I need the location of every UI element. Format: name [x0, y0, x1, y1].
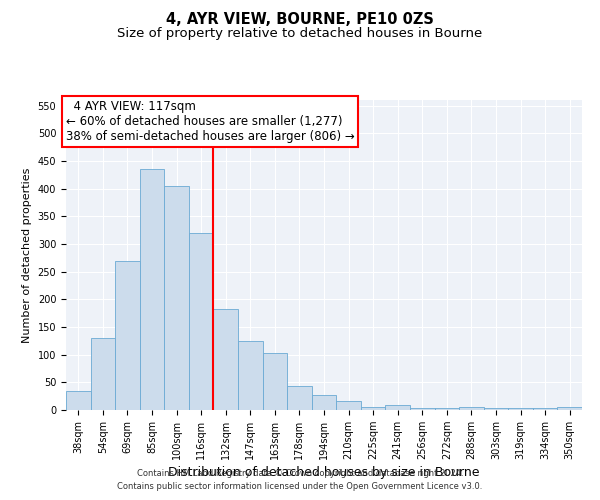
- Bar: [214, 308, 238, 410]
- Bar: [557, 407, 582, 410]
- Bar: [312, 394, 336, 410]
- Bar: [484, 408, 508, 410]
- Bar: [361, 406, 385, 410]
- X-axis label: Distribution of detached houses by size in Bourne: Distribution of detached houses by size …: [168, 466, 480, 479]
- Bar: [385, 405, 410, 410]
- Text: Contains HM Land Registry data © Crown copyright and database right 2024.: Contains HM Land Registry data © Crown c…: [137, 468, 463, 477]
- Text: 4, AYR VIEW, BOURNE, PE10 0ZS: 4, AYR VIEW, BOURNE, PE10 0ZS: [166, 12, 434, 28]
- Bar: [115, 260, 140, 410]
- Text: Contains public sector information licensed under the Open Government Licence v3: Contains public sector information licen…: [118, 482, 482, 491]
- Bar: [189, 233, 214, 410]
- Bar: [336, 400, 361, 410]
- Bar: [66, 390, 91, 410]
- Bar: [410, 408, 434, 410]
- Text: Size of property relative to detached houses in Bourne: Size of property relative to detached ho…: [118, 28, 482, 40]
- Y-axis label: Number of detached properties: Number of detached properties: [22, 168, 32, 342]
- Bar: [164, 186, 189, 410]
- Bar: [508, 408, 533, 410]
- Text: 4 AYR VIEW: 117sqm  
← 60% of detached houses are smaller (1,277)
38% of semi-de: 4 AYR VIEW: 117sqm ← 60% of detached hou…: [66, 100, 355, 143]
- Bar: [263, 353, 287, 410]
- Bar: [287, 386, 312, 410]
- Bar: [459, 407, 484, 410]
- Bar: [140, 169, 164, 410]
- Bar: [434, 408, 459, 410]
- Bar: [91, 338, 115, 410]
- Bar: [533, 408, 557, 410]
- Bar: [238, 341, 263, 410]
